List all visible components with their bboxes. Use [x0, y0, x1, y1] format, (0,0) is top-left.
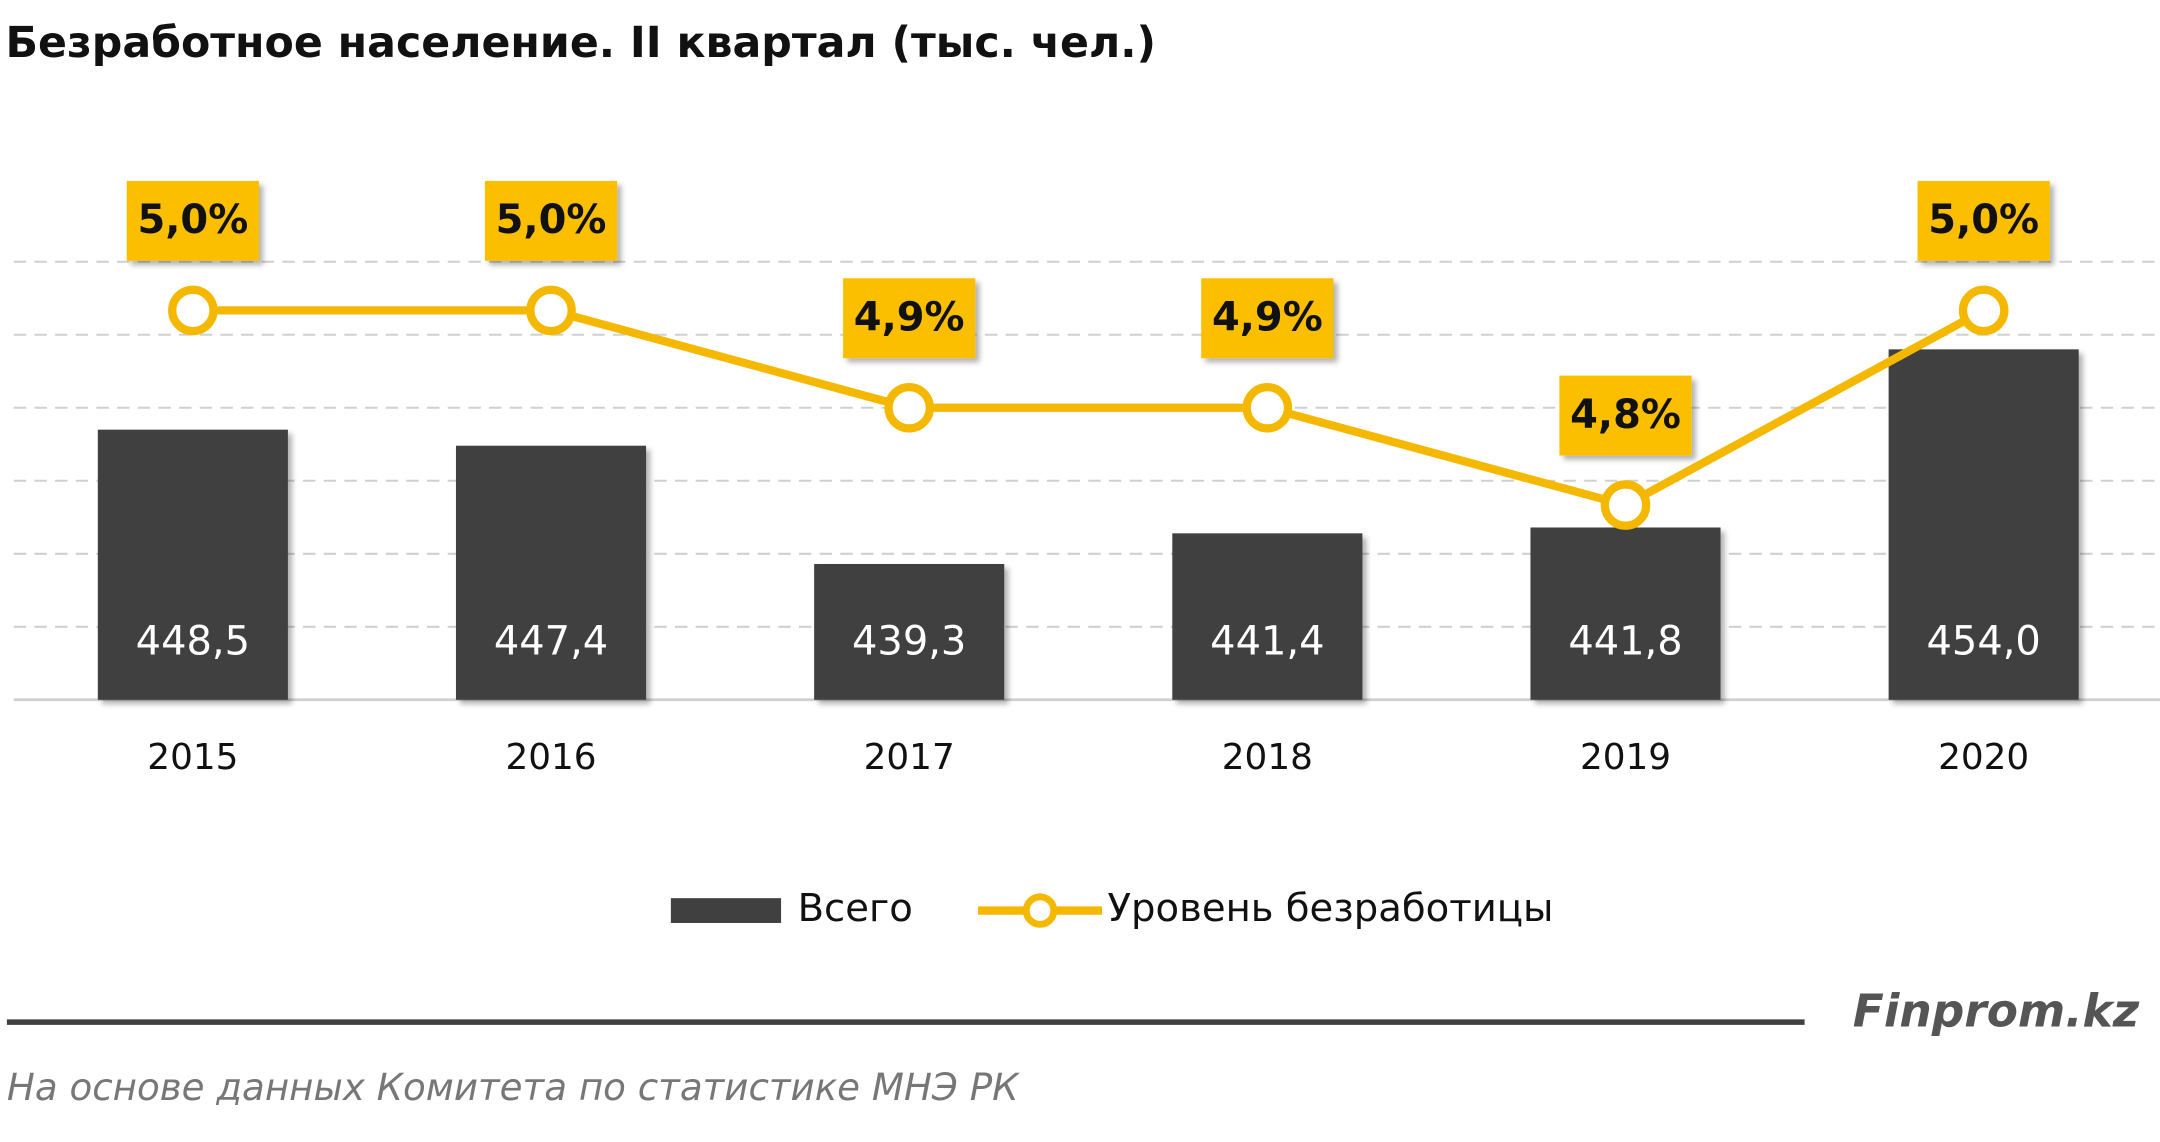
bar-value-label: 441,4: [1210, 618, 1324, 664]
legend-label: Всего: [798, 886, 913, 931]
line-marker: [1600, 480, 1651, 530]
line-value-label: 5,0%: [496, 197, 607, 243]
line-marker: [168, 285, 218, 336]
bar-value-label: 448,5: [136, 618, 250, 664]
line-value-label: 5,0%: [137, 197, 248, 243]
label-box: [1917, 180, 2050, 261]
label-box: [843, 278, 976, 359]
bar-value-label: 439,3: [852, 618, 966, 664]
line-value-label: 4,8%: [1570, 392, 1681, 438]
line: [192, 306, 1986, 510]
line-value-label: 4,9%: [854, 295, 965, 341]
bar-value-label: 447,4: [494, 618, 608, 664]
chart-title: Безработное население. II квартал (тыс. …: [6, 18, 1157, 68]
line-marker: [884, 382, 934, 433]
x-tick-label: 2016: [505, 737, 596, 778]
line-marker: [526, 285, 576, 336]
label-box: [1559, 375, 1692, 456]
line-value-label: 4,9%: [1212, 295, 1323, 341]
legend-swatch: [670, 898, 782, 923]
legend-marker: [1022, 893, 1058, 928]
x-tick-label: 2020: [1938, 737, 2029, 778]
bar: [455, 445, 647, 700]
x-tick-label: 2019: [1580, 737, 1671, 778]
bar-value-label: 454,0: [1927, 618, 2041, 664]
label-box: [126, 180, 259, 261]
bar: [1530, 527, 1721, 700]
bar: [97, 429, 288, 700]
bar: [1888, 349, 2079, 700]
bar: [1172, 533, 1363, 700]
brand: Finprom.kz: [1853, 984, 2140, 1037]
bar-value-label: 441,8: [1568, 618, 1682, 664]
x-tick-label: 2015: [147, 737, 238, 778]
line-value-label: 5,0%: [1928, 197, 2039, 243]
label-box: [484, 180, 618, 261]
line-marker: [1242, 382, 1293, 433]
label-box: [1201, 278, 1334, 359]
legend-label: Уровень безработицы: [1108, 886, 1554, 931]
bar: [814, 564, 1005, 700]
x-tick-label: 2017: [864, 737, 955, 778]
line-marker: [1958, 285, 2009, 336]
x-tick-label: 2018: [1222, 737, 1313, 778]
source-note: На основе данных Комитета по статистике …: [7, 1065, 1020, 1109]
